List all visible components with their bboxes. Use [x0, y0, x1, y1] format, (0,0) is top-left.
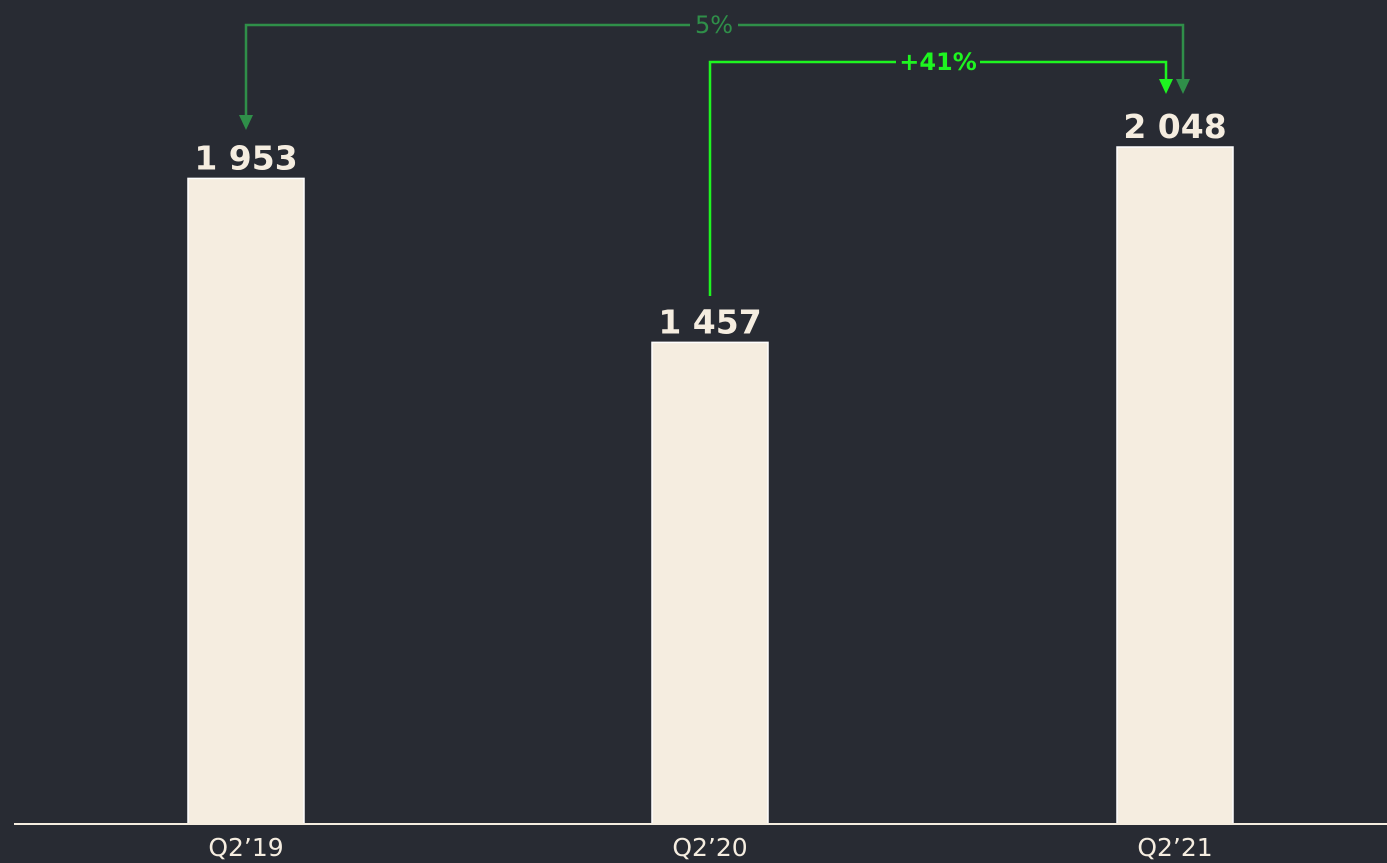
annotation-0: 5%	[239, 11, 1190, 130]
bars-group	[187, 146, 1234, 825]
annotation-1-label: +41%	[899, 48, 977, 76]
annotation-1-arrowhead-0	[1159, 79, 1173, 94]
change-annotations-group: 5% +41%	[239, 11, 1190, 296]
bar-1	[651, 341, 769, 825]
value-label-0: 1 953	[194, 138, 297, 177]
annotation-1: +41%	[708, 48, 1173, 296]
bar-0	[187, 177, 305, 825]
x-tick-label-1: Q2’20	[672, 833, 747, 862]
value-labels-group: 1 953 1 457 2 048	[194, 107, 1226, 341]
annotation-0-arrowhead-0	[239, 115, 253, 130]
value-label-2: 2 048	[1123, 107, 1226, 146]
x-tick-labels-group: Q2’19 Q2’20 Q2’21	[208, 833, 1212, 862]
x-tick-label-0: Q2’19	[208, 833, 283, 862]
bar-2	[1116, 146, 1234, 825]
x-tick-label-2: Q2’21	[1137, 833, 1212, 862]
annotation-0-arrowhead-1	[1176, 79, 1190, 94]
annotation-1-left-line	[708, 60, 896, 296]
annotation-1-right-line	[980, 60, 1168, 80]
annotation-0-left-line	[244, 23, 690, 118]
annotation-0-right-line	[738, 23, 1185, 80]
annotation-0-label: 5%	[695, 11, 733, 39]
value-label-1: 1 457	[658, 302, 761, 341]
